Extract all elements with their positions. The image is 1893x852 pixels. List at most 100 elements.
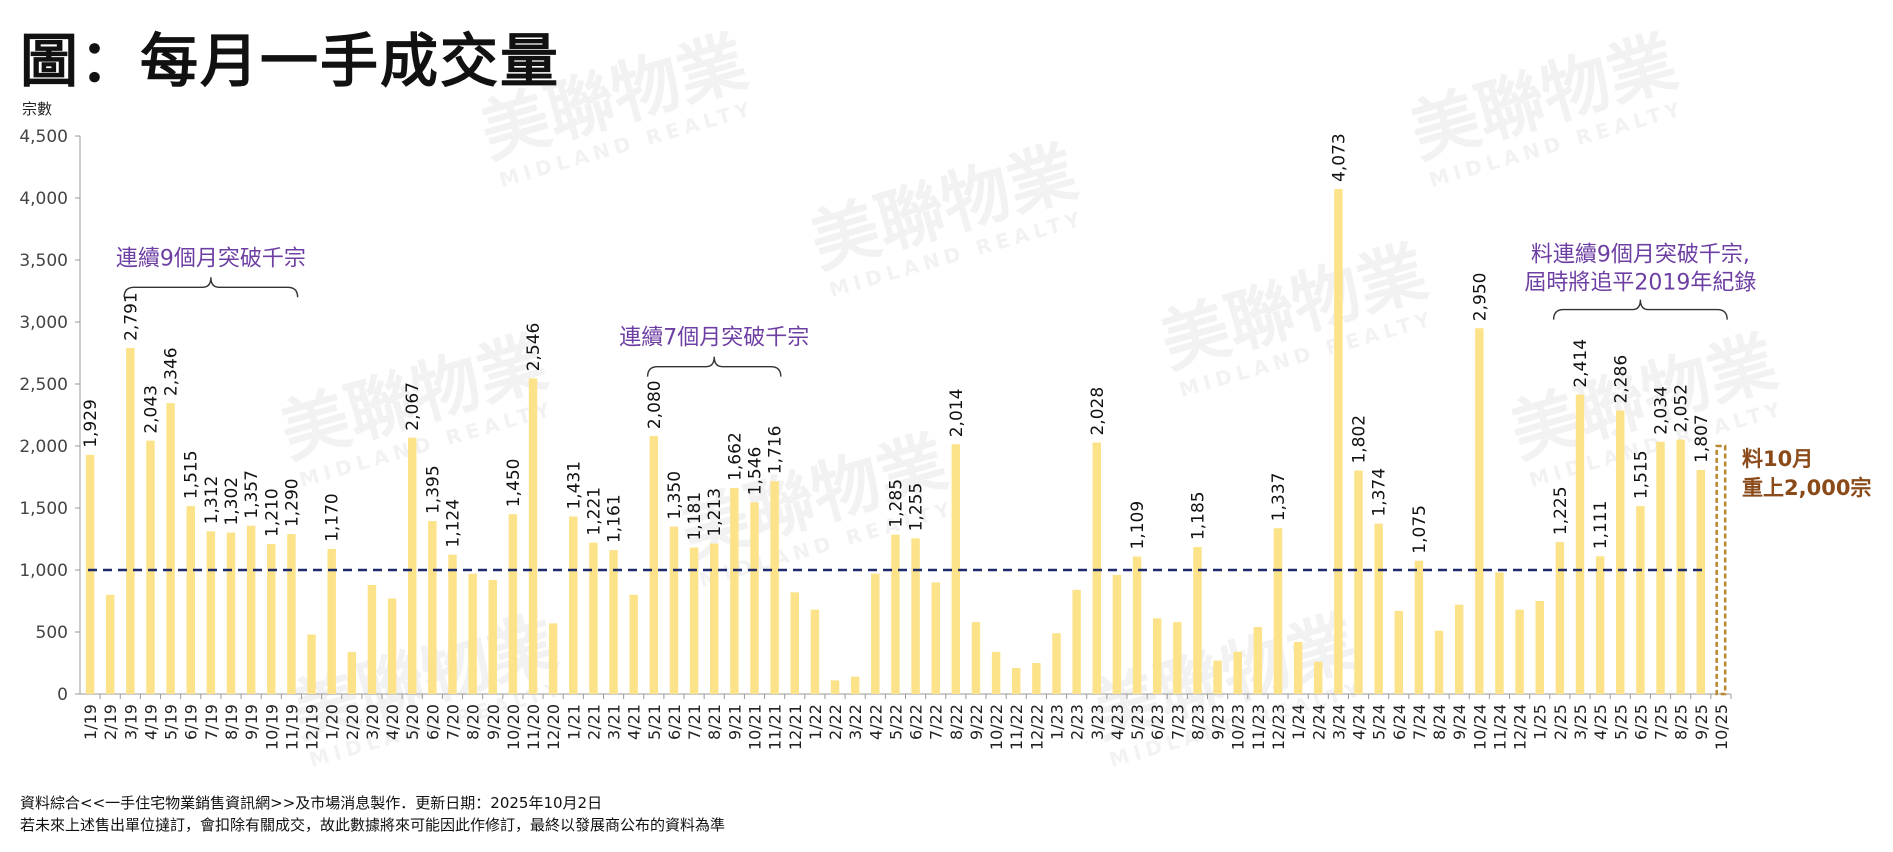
value-label: 1,431 [564,461,584,510]
value-label: 2,043 [141,385,161,434]
x-tick-label: 7/24 [1410,704,1429,740]
x-tick-label: 2/24 [1309,704,1328,740]
value-label: 1,515 [182,450,202,499]
value-label: 1,716 [766,426,786,475]
bar [387,598,397,694]
x-tick-label: 8/21 [705,704,724,740]
bar [1676,439,1685,694]
x-tick-label: 4/24 [1350,704,1369,740]
bar [1112,574,1122,694]
bar [589,542,598,694]
bar [267,543,276,694]
x-tick-label: 4/19 [141,704,160,740]
bar [1173,622,1182,694]
x-tick-label: 7/21 [685,704,704,740]
bar [850,676,860,694]
x-tick-label: 5/22 [886,704,905,740]
bar [1334,188,1343,694]
x-tick-label: 1/19 [81,704,100,740]
bar [428,521,437,694]
y-tick-label: 2,500 [19,375,68,395]
bar [407,437,417,694]
x-tick-label: 6/24 [1390,704,1409,740]
value-label: 2,052 [1672,384,1692,433]
x-tick-label: 5/25 [1611,704,1630,740]
x-tick-label: 4/22 [866,704,885,740]
x-tick-label: 4/23 [1108,704,1127,740]
brace [1552,299,1728,320]
x-tick-label: 9/22 [967,704,986,740]
value-label: 1,515 [1631,450,1651,499]
value-label: 2,286 [1611,355,1631,404]
bars-layer [85,188,1727,696]
x-tick-label: 3/20 [363,704,382,740]
value-label: 1,170 [323,493,343,542]
x-tick-label: 2/22 [826,704,845,740]
x-tick-label: 12/19 [303,704,322,750]
bar [1495,572,1504,694]
labels-layer: 1/19 1,929 2/19 3/19 2,791 4/19 2,043 5/19 2,346… [81,133,1731,750]
bar [1132,556,1142,694]
bar [1616,410,1625,694]
bar [669,526,679,694]
x-tick-label: 11/19 [282,704,301,750]
bar [1213,660,1222,694]
value-label: 1,213 [705,488,725,537]
value-label: 1,124 [443,499,463,548]
x-tick-label: 9/21 [725,704,744,740]
x-tick-label: 9/25 [1692,704,1711,740]
value-label: 2,791 [121,292,141,341]
x-tick-label: 3/21 [605,704,624,740]
bar [85,454,95,694]
bar [367,584,377,694]
bar [1233,651,1242,694]
bar [1475,328,1484,694]
x-tick-label: 10/21 [745,704,764,750]
x-tick-label: 1/23 [1048,704,1067,740]
value-label: 2,546 [524,323,544,372]
bar [1515,609,1524,694]
value-label: 1,929 [81,399,101,448]
brace [123,277,299,298]
bar [226,532,236,694]
value-label: 1,225 [1551,486,1571,535]
x-tick-label: 5/19 [162,704,181,740]
bar [1454,604,1464,694]
value-label: 1,290 [282,478,302,527]
value-label: 2,950 [1470,273,1490,322]
x-tick-label: 12/22 [1027,704,1046,750]
x-tick-label: 6/25 [1631,704,1650,740]
x-tick-label: 6/20 [423,704,442,740]
bar [1434,630,1444,694]
x-tick-label: 9/23 [1209,704,1228,740]
value-label: 2,028 [1088,387,1108,436]
x-tick-label: 10/25 [1712,704,1731,750]
bar [1293,641,1303,694]
bar [1314,661,1323,694]
bar [830,680,840,694]
bar [206,531,216,694]
bar [730,487,739,694]
bar [770,481,779,694]
annotation-text: 連續9個月突破千宗 [116,246,306,271]
y-tick-label: 3,500 [19,251,68,271]
x-tick-label: 2/23 [1068,704,1087,740]
forecast-bar [1715,444,1727,696]
bar [468,573,477,694]
x-tick-label: 2/19 [101,704,120,740]
x-tick-label: 8/20 [464,704,483,740]
value-label: 2,080 [645,380,665,429]
x-tick-label: 1/21 [564,704,583,740]
value-label: 1,181 [685,492,705,541]
bar [327,548,336,694]
value-label: 2,067 [403,382,423,431]
x-tick-label: 9/20 [484,704,503,740]
x-tick-label: 7/25 [1652,704,1671,740]
bar [1636,506,1645,694]
value-label: 1,109 [1128,501,1148,550]
x-tick-label: 11/22 [1007,704,1026,750]
